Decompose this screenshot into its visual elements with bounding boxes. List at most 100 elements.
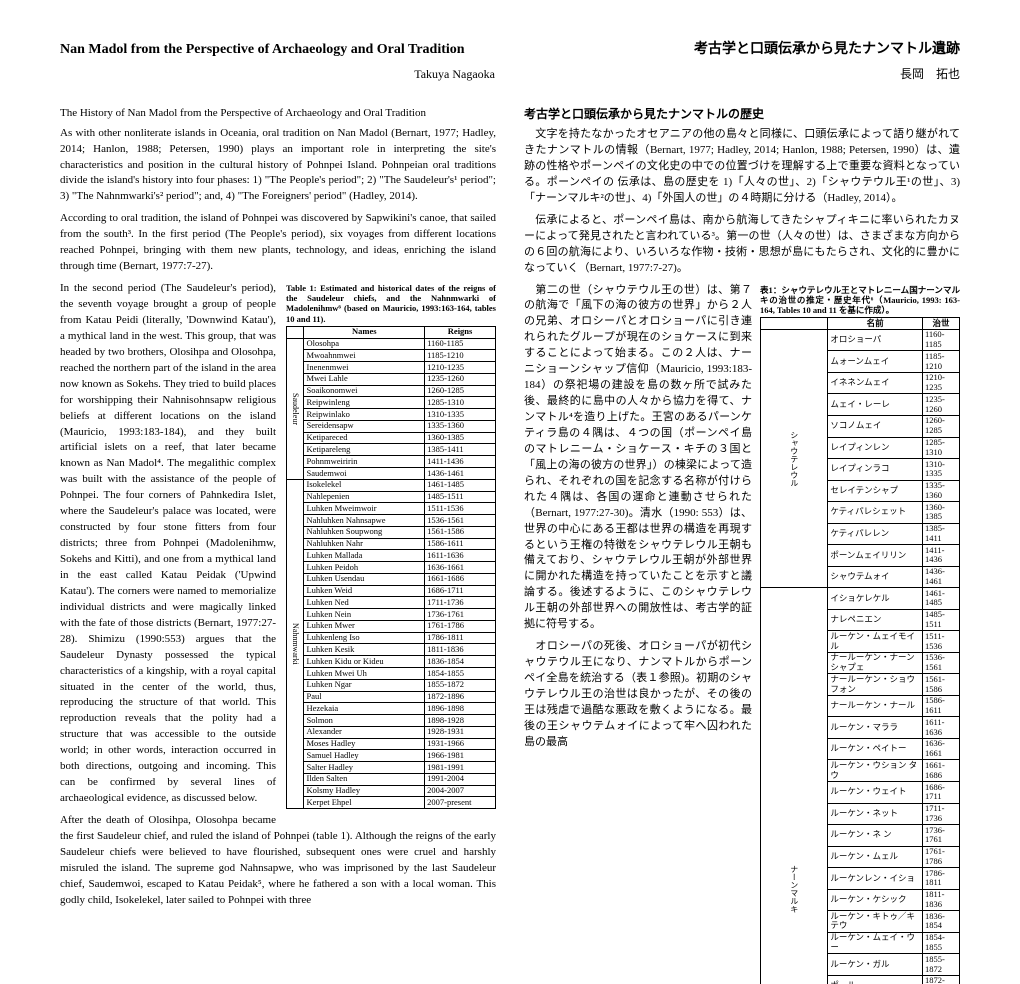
name-cell: ポール [828, 975, 923, 984]
left-p2: According to oral tradition, the island … [60, 211, 496, 275]
reign-cell: 1411-1436 [922, 545, 959, 567]
reign-cell: 2007-present [425, 797, 496, 809]
name-cell: Luhken Mwei Uh [304, 668, 425, 680]
reign-cell: 1160-1185 [922, 329, 959, 351]
reign-cell: 1536-1561 [425, 515, 496, 527]
reign-cell: 1761-1786 [922, 846, 959, 868]
name-cell: Solmon [304, 715, 425, 727]
name-cell: セレイテンシャプ [828, 480, 923, 502]
reign-cell: 1661-1686 [922, 760, 959, 782]
name-cell: ナールーケン・ナール [828, 695, 923, 717]
name-cell: レイプィンラコ [828, 459, 923, 481]
table1-jp-table: 名前 治世 シャウテレウルオロショーパ1160-1185ムォーンムェイ1185-… [760, 317, 960, 984]
reign-cell: 1896-1898 [425, 703, 496, 715]
th-names: Names [304, 326, 425, 338]
reign-cell: 1711-1736 [922, 803, 959, 825]
name-cell: Nahluhken Nahnsapwe [304, 515, 425, 527]
table1-caption-en: Table 1: Estimated and historical dates … [286, 283, 496, 324]
reign-cell: 1210-1235 [922, 372, 959, 394]
reign-cell: 1611-1636 [922, 717, 959, 739]
reign-cell: 1855-1872 [922, 954, 959, 976]
reign-cell: 1686-1711 [922, 782, 959, 804]
reign-cell: 1586-1611 [922, 695, 959, 717]
th-names-jp: 名前 [828, 318, 923, 330]
reign-cell: 1561-1586 [425, 526, 496, 538]
reign-cell: 1981-1991 [425, 762, 496, 774]
name-cell: Nahluhken Soupwong [304, 526, 425, 538]
reign-cell: 1485-1511 [922, 609, 959, 631]
reign-cell: 1872-1896 [922, 975, 959, 984]
name-cell: Kolsmy Hadley [304, 785, 425, 797]
reign-cell: 1786-1811 [425, 632, 496, 644]
name-cell: Mwei Lahle [304, 373, 425, 385]
name-cell: ケティパレシェット [828, 502, 923, 524]
name-cell: オロショーパ [828, 329, 923, 351]
th-reigns: Reigns [425, 326, 496, 338]
name-cell: ルーケン・ネ ン [828, 825, 923, 847]
reign-cell: 1761-1786 [425, 620, 496, 632]
reign-cell: 1360-1385 [922, 502, 959, 524]
left-p1: As with other nonliterate islands in Oce… [60, 126, 496, 206]
title-japanese: 考古学と口頭伝承から見たナンマトル遺跡 [694, 40, 960, 60]
name-cell: Ilden Salten [304, 773, 425, 785]
name-cell: Nahlepenien [304, 491, 425, 503]
name-cell: Luhken Ned [304, 597, 425, 609]
name-cell: ルーケン・ウション タウ [828, 760, 923, 782]
name-cell: Luhken Mweimwoir [304, 503, 425, 515]
name-cell: Luhken Nein [304, 609, 425, 621]
reign-cell: 1160-1185 [425, 338, 496, 350]
reign-cell: 1611-1636 [425, 550, 496, 562]
name-cell: Luhken Peidoh [304, 562, 425, 574]
name-cell: ムェイ・レーレ [828, 394, 923, 416]
name-cell: Luhkenleng Iso [304, 632, 425, 644]
reign-cell: 1836-1854 [922, 911, 959, 933]
name-cell: Luhken Mallada [304, 550, 425, 562]
left-column: The History of Nan Madol from the Perspe… [60, 106, 496, 984]
name-cell: レイプィンレン [828, 437, 923, 459]
reign-cell: 1931-1966 [425, 738, 496, 750]
name-cell: Hezekaia [304, 703, 425, 715]
name-cell: Olosohpa [304, 338, 425, 350]
title-english: Nan Madol from the Perspective of Archae… [60, 40, 465, 60]
reign-cell: 1991-2004 [425, 773, 496, 785]
name-cell: Kerpet Ehpel [304, 797, 425, 809]
reign-cell: 1360-1385 [425, 432, 496, 444]
reign-cell: 1485-1511 [425, 491, 496, 503]
name-cell: Luhken Mwer [304, 620, 425, 632]
table1-en-table: Names Reigns SaudeleurOlosohpa1160-1185M… [286, 326, 496, 809]
reign-cell: 1235-1260 [425, 373, 496, 385]
name-cell: ポーンムェイリリン [828, 545, 923, 567]
name-cell: ソコノムェイ [828, 415, 923, 437]
reign-cell: 1335-1360 [922, 480, 959, 502]
reign-cell: 1235-1260 [922, 394, 959, 416]
reign-cell: 1536-1561 [922, 652, 959, 674]
name-cell: Samuel Hadley [304, 750, 425, 762]
reign-cell: 1436-1461 [425, 468, 496, 480]
name-cell: Nahluhken Nahr [304, 538, 425, 550]
reign-cell: 1898-1928 [425, 715, 496, 727]
reign-cell: 1854-1855 [425, 668, 496, 680]
reign-cell: 1335-1360 [425, 420, 496, 432]
name-cell: Saudemwoi [304, 468, 425, 480]
reign-cell: 1461-1485 [922, 588, 959, 610]
name-cell: Reipwinleng [304, 397, 425, 409]
reign-cell: 1285-1310 [425, 397, 496, 409]
name-cell: ルーケンレン・イショ [828, 868, 923, 890]
name-cell: Luhken Kidu or Kideu [304, 656, 425, 668]
name-cell: ルーケン・ネット [828, 803, 923, 825]
group-label: ナーンマルキ [761, 588, 828, 984]
reign-cell: 1511-1536 [425, 503, 496, 515]
name-cell: Isokelekel [304, 479, 425, 491]
reign-cell: 1836-1854 [425, 656, 496, 668]
reign-cell: 1260-1285 [922, 415, 959, 437]
reign-cell: 1285-1310 [922, 437, 959, 459]
reign-cell: 1966-1981 [425, 750, 496, 762]
name-cell: Soaikonomwei [304, 385, 425, 397]
reign-cell: 1385-1411 [922, 523, 959, 545]
right-p1: 文字を持たなかったオセアニアの他の島々と同様に、口頭伝承によって語り継がれてきた… [524, 127, 960, 207]
reign-cell: 1928-1931 [425, 726, 496, 738]
name-cell: Alexander [304, 726, 425, 738]
name-cell: Mwoahnmwei [304, 350, 425, 362]
reign-cell: 1411-1436 [425, 456, 496, 468]
name-cell: Luhken Weid [304, 585, 425, 597]
